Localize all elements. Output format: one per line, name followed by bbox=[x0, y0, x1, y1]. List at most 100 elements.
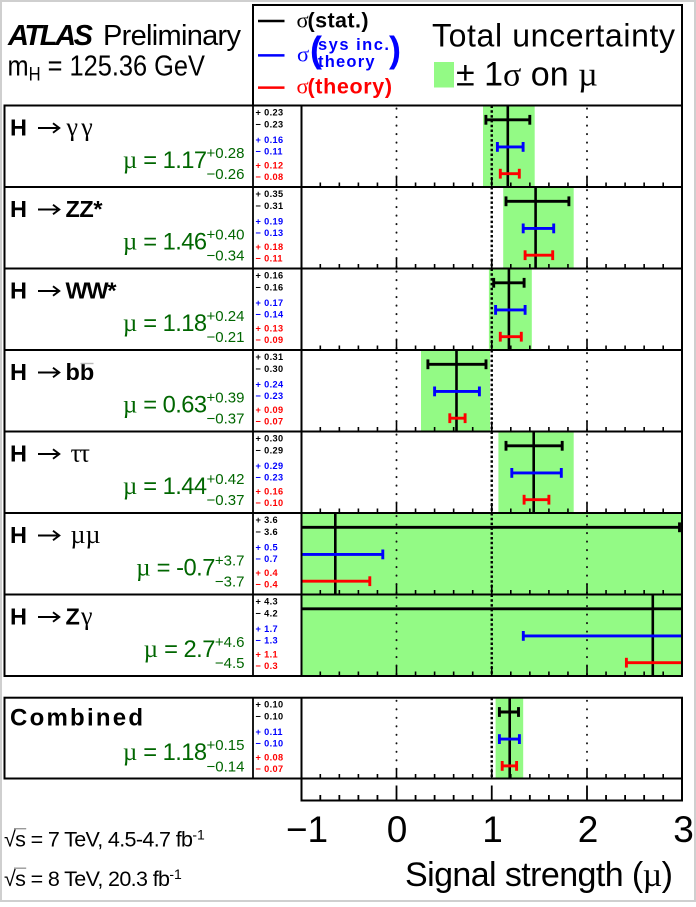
svg-text:+ 1.7: + 1.7 bbox=[256, 624, 278, 634]
svg-text:+ 0.09: + 0.09 bbox=[256, 405, 284, 415]
svg-text:−0.21: −0.21 bbox=[207, 329, 245, 346]
svg-text:µ = 2.7: µ = 2.7 bbox=[144, 636, 216, 663]
svg-text:H: H bbox=[10, 196, 27, 222]
svg-text:+ 3.6: + 3.6 bbox=[256, 515, 278, 525]
svg-text:H: H bbox=[10, 441, 27, 467]
svg-text:+ 0.16: + 0.16 bbox=[256, 135, 284, 145]
svg-text:sys inc.: sys inc. bbox=[318, 36, 389, 54]
svg-text:Signal strength (µ): Signal strength (µ) bbox=[405, 856, 673, 894]
svg-text:): ) bbox=[389, 29, 401, 70]
svg-text:−3.7: −3.7 bbox=[215, 574, 245, 591]
svg-text:+0.42: +0.42 bbox=[207, 471, 245, 488]
svg-text:mH = 125.36 GeV: mH = 125.36 GeV bbox=[8, 49, 206, 85]
svg-text:+ 1.1: + 1.1 bbox=[256, 650, 278, 660]
svg-text:0: 0 bbox=[387, 809, 408, 850]
svg-text:WW*: WW* bbox=[66, 278, 118, 304]
svg-text:ZZ*: ZZ* bbox=[66, 196, 104, 222]
svg-text:− 0.7: − 0.7 bbox=[256, 554, 278, 564]
svg-text:theory: theory bbox=[318, 53, 375, 71]
svg-text:2: 2 bbox=[578, 809, 599, 850]
svg-text:− 0.10: − 0.10 bbox=[256, 739, 284, 749]
svg-text:µ = 1.46: µ = 1.46 bbox=[123, 229, 207, 256]
svg-text:+ 4.3: + 4.3 bbox=[256, 597, 278, 607]
svg-text:+0.39: +0.39 bbox=[207, 389, 245, 406]
svg-text:Z: Z bbox=[66, 604, 80, 630]
svg-text:Combined: Combined bbox=[10, 704, 143, 731]
svg-text:(stat.): (stat.) bbox=[308, 9, 369, 33]
svg-text:+0.15: +0.15 bbox=[207, 737, 245, 754]
svg-text:− 0.16: − 0.16 bbox=[256, 282, 284, 292]
svg-text:+0.40: +0.40 bbox=[207, 226, 245, 243]
svg-text:+0.28: +0.28 bbox=[207, 145, 245, 162]
svg-text:− 0.31: − 0.31 bbox=[256, 201, 284, 211]
svg-text:− 0.3: − 0.3 bbox=[256, 661, 278, 671]
svg-text:µ = 1.18: µ = 1.18 bbox=[123, 310, 207, 337]
svg-text:− 0.13: − 0.13 bbox=[256, 228, 284, 238]
svg-text:−0.34: −0.34 bbox=[207, 248, 245, 265]
svg-text:σ: σ bbox=[297, 8, 309, 33]
svg-text:+ 0.23: + 0.23 bbox=[256, 108, 284, 118]
svg-text:− 0.07: − 0.07 bbox=[256, 764, 284, 774]
svg-text:+ 0.12: + 0.12 bbox=[256, 161, 284, 171]
svg-text:ATLAS: ATLAS bbox=[7, 20, 94, 52]
svg-text:+ 0.16: + 0.16 bbox=[256, 487, 284, 497]
svg-text:σ: σ bbox=[297, 41, 309, 66]
svg-text:σ: σ bbox=[297, 74, 309, 99]
svg-text:+ 0.29: + 0.29 bbox=[256, 461, 284, 471]
svg-text:−0.14: −0.14 bbox=[207, 758, 245, 775]
svg-text:H: H bbox=[10, 115, 27, 141]
svg-text:µ = 1.17: µ = 1.17 bbox=[123, 147, 207, 174]
svg-text:3: 3 bbox=[673, 809, 694, 850]
svg-text:+ 0.10: + 0.10 bbox=[256, 700, 284, 710]
svg-text:ττ: ττ bbox=[71, 439, 91, 468]
svg-text:1: 1 bbox=[482, 809, 503, 850]
svg-text:+ 0.19: + 0.19 bbox=[256, 217, 284, 227]
svg-text:−0.26: −0.26 bbox=[207, 166, 245, 183]
svg-text:− 1.3: − 1.3 bbox=[256, 635, 278, 645]
svg-text:− 0.11: − 0.11 bbox=[256, 146, 283, 156]
svg-text:− 4.2: − 4.2 bbox=[256, 608, 278, 618]
svg-text:− 0.11: − 0.11 bbox=[256, 254, 283, 264]
svg-text:H: H bbox=[10, 359, 27, 385]
svg-text:+3.7: +3.7 bbox=[215, 552, 245, 569]
svg-text:µ = 0.63: µ = 0.63 bbox=[123, 392, 207, 419]
svg-text:− 0.10: − 0.10 bbox=[256, 498, 284, 508]
svg-text:+ 0.24: + 0.24 bbox=[256, 380, 284, 390]
svg-text:+ 0.31: + 0.31 bbox=[256, 352, 284, 362]
svg-text:(theory): (theory) bbox=[308, 75, 393, 99]
svg-text:√s = 7 TeV, 4.5-4.7 fb-1: √s = 7 TeV, 4.5-4.7 fb-1 bbox=[4, 827, 205, 852]
svg-text:−1: −1 bbox=[286, 809, 328, 850]
svg-text:+4.6: +4.6 bbox=[215, 634, 245, 651]
svg-text:+ 0.35: + 0.35 bbox=[256, 189, 284, 199]
svg-text:H: H bbox=[10, 278, 27, 304]
svg-text:−0.37: −0.37 bbox=[207, 492, 245, 509]
svg-text:+ 0.16: + 0.16 bbox=[256, 271, 284, 281]
svg-text:− 0.23: − 0.23 bbox=[256, 391, 284, 401]
svg-text:− 0.09: − 0.09 bbox=[256, 335, 284, 345]
svg-text:H: H bbox=[10, 522, 27, 548]
svg-text:(: ( bbox=[310, 29, 322, 70]
svg-text:+ 0.5: + 0.5 bbox=[256, 543, 278, 553]
svg-text:± 1σ on µ: ± 1σ on µ bbox=[456, 56, 598, 94]
svg-text:+0.24: +0.24 bbox=[207, 308, 245, 325]
svg-text:− 0.4: − 0.4 bbox=[256, 580, 279, 590]
svg-text:µ = 1.44: µ = 1.44 bbox=[123, 473, 207, 500]
svg-text:− 3.6: − 3.6 bbox=[256, 527, 278, 537]
svg-text:Total uncertainty: Total uncertainty bbox=[432, 18, 675, 54]
svg-text:− 0.08: − 0.08 bbox=[256, 172, 284, 182]
svg-text:µµ: µµ bbox=[71, 520, 101, 549]
svg-text:+ 0.30: + 0.30 bbox=[256, 434, 284, 444]
svg-text:−4.5: −4.5 bbox=[215, 655, 245, 672]
svg-text:Preliminary: Preliminary bbox=[103, 20, 242, 52]
svg-text:µ = -0.7: µ = -0.7 bbox=[136, 555, 215, 582]
svg-text:− 0.23: − 0.23 bbox=[256, 119, 284, 129]
svg-text:µ = 1.18: µ = 1.18 bbox=[123, 739, 207, 766]
svg-text:− 0.14: − 0.14 bbox=[256, 309, 284, 319]
svg-text:− 0.07: − 0.07 bbox=[256, 417, 284, 427]
svg-text:+ 0.08: + 0.08 bbox=[256, 753, 284, 763]
svg-text:√s = 8 TeV, 20.3 fb-1: √s = 8 TeV, 20.3 fb-1 bbox=[4, 866, 182, 891]
svg-text:+ 0.4: + 0.4 bbox=[256, 568, 279, 578]
svg-text:− 0.10: − 0.10 bbox=[256, 712, 284, 722]
svg-text:γ: γ bbox=[80, 602, 93, 631]
svg-text:+ 0.11: + 0.11 bbox=[256, 727, 283, 737]
